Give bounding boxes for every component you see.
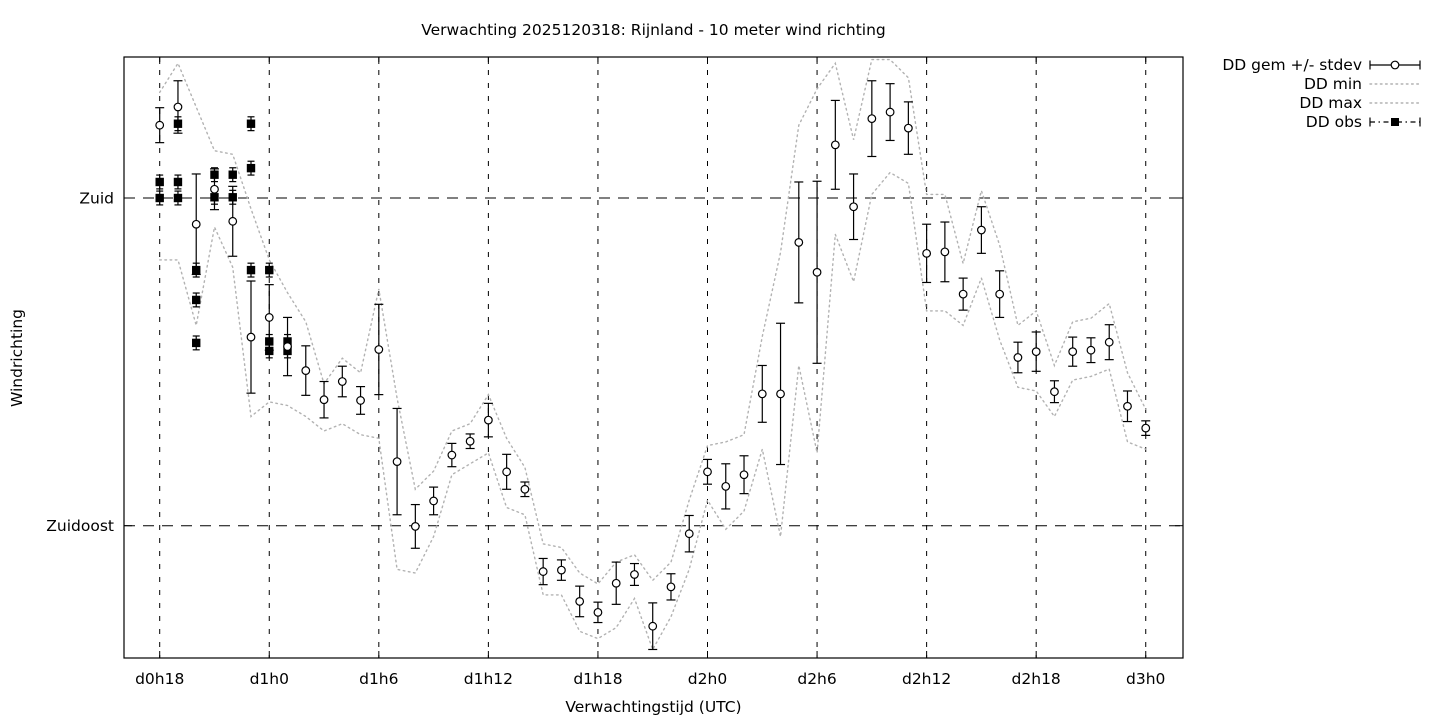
minmax-lines — [158, 58, 1147, 652]
mean-point — [885, 107, 895, 117]
obs-point — [246, 119, 256, 128]
mean-point — [337, 377, 347, 386]
mean-point — [1013, 353, 1023, 362]
mean-point — [520, 484, 530, 494]
legend-label-2: DD min — [1304, 75, 1362, 93]
plot-border — [123, 56, 1184, 659]
mean-point — [502, 467, 512, 477]
x-tick-label-d1h0: d1h0 — [250, 670, 289, 688]
mean-point — [173, 102, 183, 112]
mean-point — [812, 267, 822, 277]
mean-point — [703, 467, 712, 477]
mean-point — [648, 621, 658, 631]
mean-point — [977, 225, 986, 235]
x-tick-label-d2h0: d2h0 — [688, 670, 727, 688]
obs-point — [192, 338, 201, 348]
mean-point — [958, 289, 968, 299]
y-tick-label-Zuid: Zuid — [79, 190, 114, 208]
obs-point — [192, 295, 201, 305]
x-tick-label-d1h6: d1h6 — [359, 670, 398, 688]
mean-point — [995, 289, 1005, 299]
mean-point — [283, 342, 292, 351]
obs-point — [155, 193, 164, 203]
x-tick-label-d3h0: d3h0 — [1126, 670, 1165, 688]
mean-point — [776, 389, 785, 399]
mean-point — [630, 570, 639, 579]
mean-point — [301, 366, 311, 375]
mean-point — [593, 607, 603, 617]
mean-point — [1123, 401, 1132, 411]
mean-point — [849, 202, 858, 212]
mean-point — [1031, 347, 1041, 357]
obs-point — [228, 170, 237, 179]
mean-point — [666, 582, 676, 592]
mean-point — [611, 578, 621, 588]
obs-point — [265, 346, 274, 356]
obs-point — [246, 265, 256, 275]
mean-point — [830, 140, 840, 150]
mean-point — [356, 396, 365, 405]
mean-point — [575, 597, 585, 606]
obs-point — [265, 265, 274, 275]
legend-label-4: DD obs — [1306, 113, 1362, 131]
mean-point — [557, 565, 566, 575]
mean-point — [210, 184, 219, 194]
mean-point — [721, 481, 731, 491]
mean-point — [739, 470, 749, 480]
obs-point — [246, 163, 256, 173]
mean-series — [155, 80, 1151, 651]
y-tick-label-Zuidoost: Zuidoost — [46, 517, 114, 535]
mean-point — [1068, 347, 1078, 357]
mean-point — [465, 436, 475, 446]
gridlines — [124, 57, 1183, 658]
obs-series — [155, 116, 292, 359]
mean-point — [191, 219, 201, 229]
mean-point — [429, 496, 439, 506]
mean-point — [1141, 423, 1151, 433]
legend-label-3: DD max — [1299, 94, 1362, 112]
x-tick-label-d0h18: d0h18 — [135, 670, 184, 688]
mean-point — [1086, 345, 1096, 355]
x-tick-label-d2h12: d2h12 — [902, 670, 951, 688]
mean-point — [264, 313, 274, 322]
mean-point — [684, 529, 694, 539]
mean-point — [319, 395, 329, 405]
mean-point — [483, 415, 493, 425]
mean-point — [447, 450, 457, 460]
x-axis-label: Verwachtingstijd (UTC) — [565, 698, 742, 716]
legend-label-1: DD gem +/- stdev — [1222, 56, 1362, 74]
mean-point — [1050, 387, 1059, 397]
mean-point — [410, 522, 420, 531]
mean-point — [374, 345, 384, 354]
x-tick-label-d2h6: d2h6 — [797, 670, 836, 688]
obs-point — [155, 177, 164, 187]
mean-point — [246, 332, 256, 342]
max-line — [158, 58, 1147, 585]
mean-point — [794, 238, 804, 247]
mean-point — [757, 389, 767, 399]
mean-point — [228, 216, 238, 226]
mean-point — [903, 123, 913, 133]
mean-point — [1104, 337, 1114, 347]
min-line — [158, 171, 1147, 652]
axis-tick-labels: d0h18 d1h0 d1h6 d1h12 d1h18 d2h0 d2h6 d2h12 d2h1… — [46, 190, 1165, 689]
x-tick-label-d1h12: d1h12 — [464, 670, 513, 688]
chart-title: Verwachting 2025120318: Rijnland - 10 me… — [421, 21, 886, 39]
mean-point — [922, 248, 932, 258]
x-tick-label-d1h18: d1h18 — [573, 670, 622, 688]
obs-point — [173, 193, 183, 203]
obs-point — [173, 177, 183, 187]
mean-point — [155, 120, 165, 130]
mean-point — [392, 457, 402, 467]
mean-point — [867, 114, 877, 124]
mean-point — [538, 567, 548, 576]
mean-point — [940, 247, 950, 257]
x-tick-label-d2h18: d2h18 — [1012, 670, 1061, 688]
